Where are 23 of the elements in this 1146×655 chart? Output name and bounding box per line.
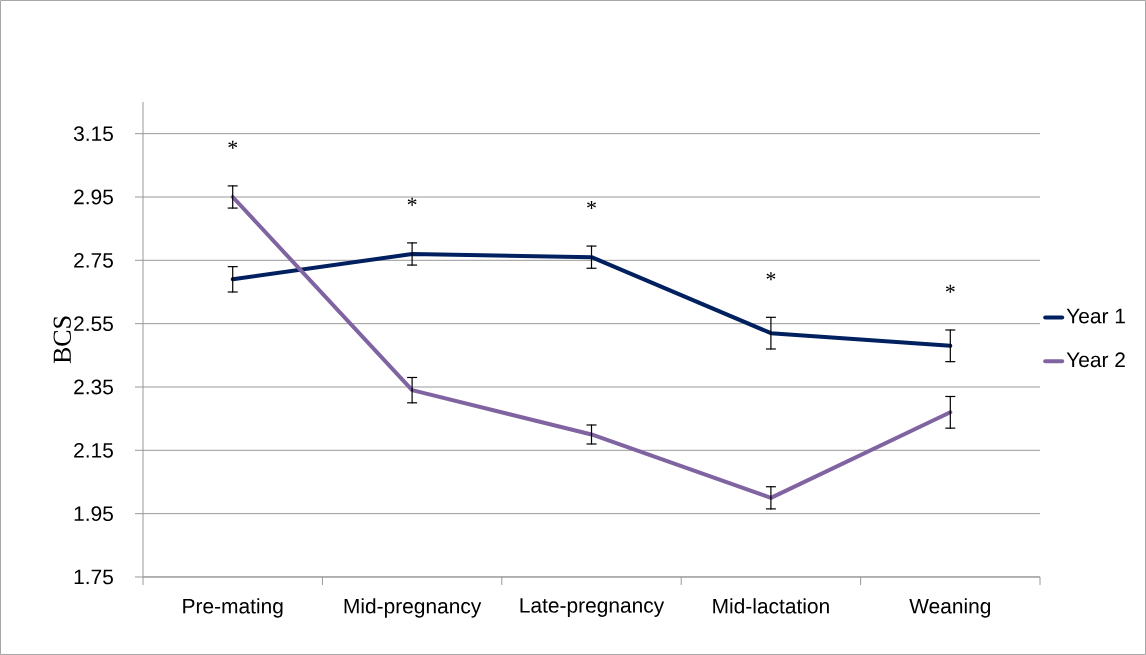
legend-label: Year 1	[1066, 308, 1125, 324]
y-tick-label: 2.95	[74, 189, 113, 205]
annotation: *	[407, 197, 417, 206]
line-series	[230, 194, 953, 500]
x-tick-label: Mid-lactation	[713, 598, 829, 614]
annotation: *	[766, 272, 776, 281]
x-tick-label: Late-pregnancy	[520, 598, 665, 617]
x-tick-label: Weaning	[909, 598, 991, 618]
annotation: *	[228, 140, 238, 149]
y-tick-label: 2.75	[74, 252, 113, 268]
x-tick-label: Mid-pregnancy	[344, 598, 482, 618]
y-axis-title: BCS	[53, 316, 71, 364]
line-series	[230, 251, 953, 348]
annotation: *	[945, 284, 955, 293]
y-tick-label: 1.75	[74, 569, 113, 585]
y-tick-label: 1.95	[74, 506, 113, 522]
annotation: *	[587, 200, 596, 209]
y-tick-label: 2.55	[74, 316, 113, 332]
legend-label: Year 2	[1066, 352, 1125, 368]
x-tick-label: Pre-mating	[183, 598, 283, 618]
y-tick-label: 3.15	[73, 126, 113, 142]
y-tick-label: 2.15	[74, 442, 113, 458]
y-tick-label: 2.35	[74, 379, 113, 395]
